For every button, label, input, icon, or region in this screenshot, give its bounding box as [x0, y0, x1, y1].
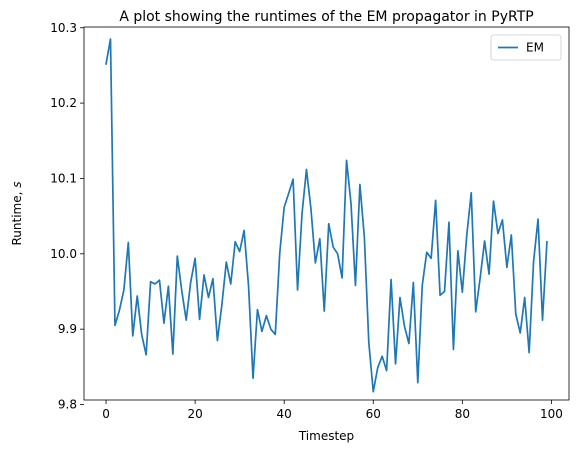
y-tick-label: 10.3 — [50, 21, 77, 35]
axes-frame — [83, 26, 570, 401]
y-tick-label: 9.8 — [58, 398, 77, 412]
series-layer — [105, 38, 548, 393]
y-tick-label: 9.9 — [58, 322, 77, 336]
legend: EM — [490, 34, 562, 61]
y-tick-label: 10.1 — [50, 171, 77, 185]
y-axis-label-unit: s — [10, 181, 24, 187]
plot-area: 0 20 40 60 80 100 9.8 9.9 10.0 10.1 10.2 10.3 EM — [50, 21, 570, 421]
legend-frame — [490, 34, 562, 61]
y-axis-label: Runtime, s — [10, 181, 24, 245]
x-tick-label: 0 — [102, 407, 110, 421]
legend-label: EM — [526, 41, 544, 55]
x-tick-label: 40 — [277, 407, 292, 421]
series-line-em — [105, 38, 548, 393]
x-tick-label: 100 — [540, 407, 563, 421]
y-tick-label: 10.2 — [50, 96, 77, 110]
chart-title: A plot showing the runtimes of the EM pr… — [119, 9, 533, 25]
y-axis-label-main: Runtime, — [10, 188, 24, 246]
x-tick-label: 60 — [366, 407, 381, 421]
x-tick-label: 20 — [187, 407, 202, 421]
y-axis: 9.8 9.9 10.0 10.1 10.2 10.3 — [50, 21, 84, 412]
x-axis-label: Timestep — [298, 429, 354, 443]
x-axis: 0 20 40 60 80 100 — [102, 400, 563, 421]
y-tick-label: 10.0 — [50, 247, 77, 261]
x-tick-label: 80 — [455, 407, 470, 421]
